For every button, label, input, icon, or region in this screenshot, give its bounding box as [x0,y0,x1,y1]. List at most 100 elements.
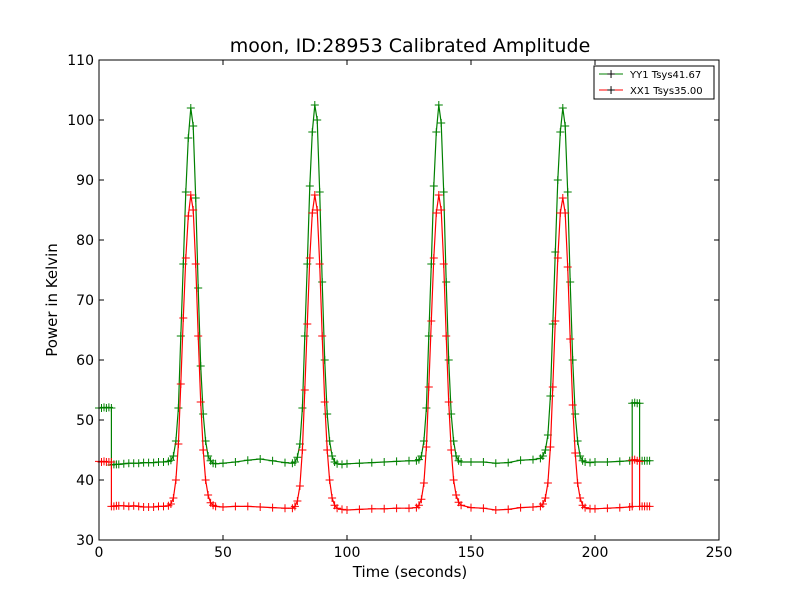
data-point [323,446,332,454]
data-point [243,502,252,511]
data-point [504,458,513,467]
data-point [573,479,582,487]
data-point [119,459,128,468]
data-point [551,317,560,325]
data-point [194,284,203,292]
data-point [293,453,302,462]
data-point [268,456,277,465]
data-point [189,206,198,214]
data-point [134,502,143,511]
legend-marker-xx1: + [606,83,616,97]
data-point [204,491,213,499]
data-point [439,260,448,268]
data-point [211,459,220,468]
data-point [194,332,203,340]
data-point [591,458,599,466]
data-point [338,505,346,514]
data-point [134,459,143,468]
x-tick-label: 0 [95,545,104,561]
data-point [603,458,612,466]
data-point [576,452,585,460]
data-point [424,332,433,340]
data-point [437,206,446,214]
data-point [563,188,572,196]
data-point [568,356,577,364]
data-point [290,458,299,466]
data-point [392,504,401,513]
data-point [367,458,376,467]
data-point [558,194,567,202]
data-point [429,254,438,262]
data-point [635,399,644,408]
data-point [293,497,302,505]
data-point [355,459,364,468]
y-axis: 30 40 50 60 70 80 90 100 110 [67,53,719,549]
data-point [184,134,193,142]
data-point [541,446,550,454]
data-point [318,332,327,340]
data-point [422,404,431,412]
data-point [576,494,585,502]
data-point [568,401,577,409]
data-point [231,502,240,511]
data-point [308,209,317,217]
data-point [645,502,654,511]
data-point [149,503,158,511]
data-point [479,458,488,466]
data-point [432,209,441,217]
data-point [176,332,185,340]
data-point [181,188,190,196]
data-point [437,119,446,127]
y-tick-label: 50 [76,413,94,429]
data-point [333,504,342,513]
data-point [201,476,210,484]
data-point [447,410,456,418]
data-point [603,504,612,513]
y-tick-label: 60 [76,353,94,369]
data-point [405,504,413,513]
data-point [199,446,208,454]
data-point [541,494,550,502]
data-point [628,502,637,511]
data-point [529,455,537,464]
data-point [298,404,307,412]
x-tick-label: 250 [706,545,733,561]
data-point [325,476,334,484]
data-point [328,452,337,460]
x-tick-label: 100 [334,545,361,561]
y-tick-label: 30 [76,533,94,549]
data-point [196,362,205,370]
data-point [189,122,198,130]
data-point [191,260,200,268]
legend: + YY1 Tsys41.67 + XX1 Tsys35.00 [593,65,715,100]
data-point [310,191,319,199]
data-point [586,458,594,467]
data-point [204,452,213,460]
data-point [343,506,351,514]
data-point [417,452,426,460]
data-point [186,191,195,199]
data-point [119,501,128,510]
data-point [543,479,552,487]
data-point [343,459,351,468]
data-point [457,458,466,466]
chart-title: moon, ID:28953 Calibrated Amplitude [230,35,591,57]
data-point [186,104,195,112]
data-point [432,128,441,136]
data-point [444,398,453,406]
data-point [553,254,562,262]
data-point [313,206,322,214]
data-point [419,479,428,487]
data-point [256,503,265,511]
data-point [320,356,329,364]
data-point [538,452,547,460]
data-point [281,458,289,467]
data-point [367,504,376,513]
data-point [231,458,240,466]
data-point [313,116,322,124]
data-point [417,495,426,504]
data-point [171,476,180,484]
data-point [439,188,448,196]
